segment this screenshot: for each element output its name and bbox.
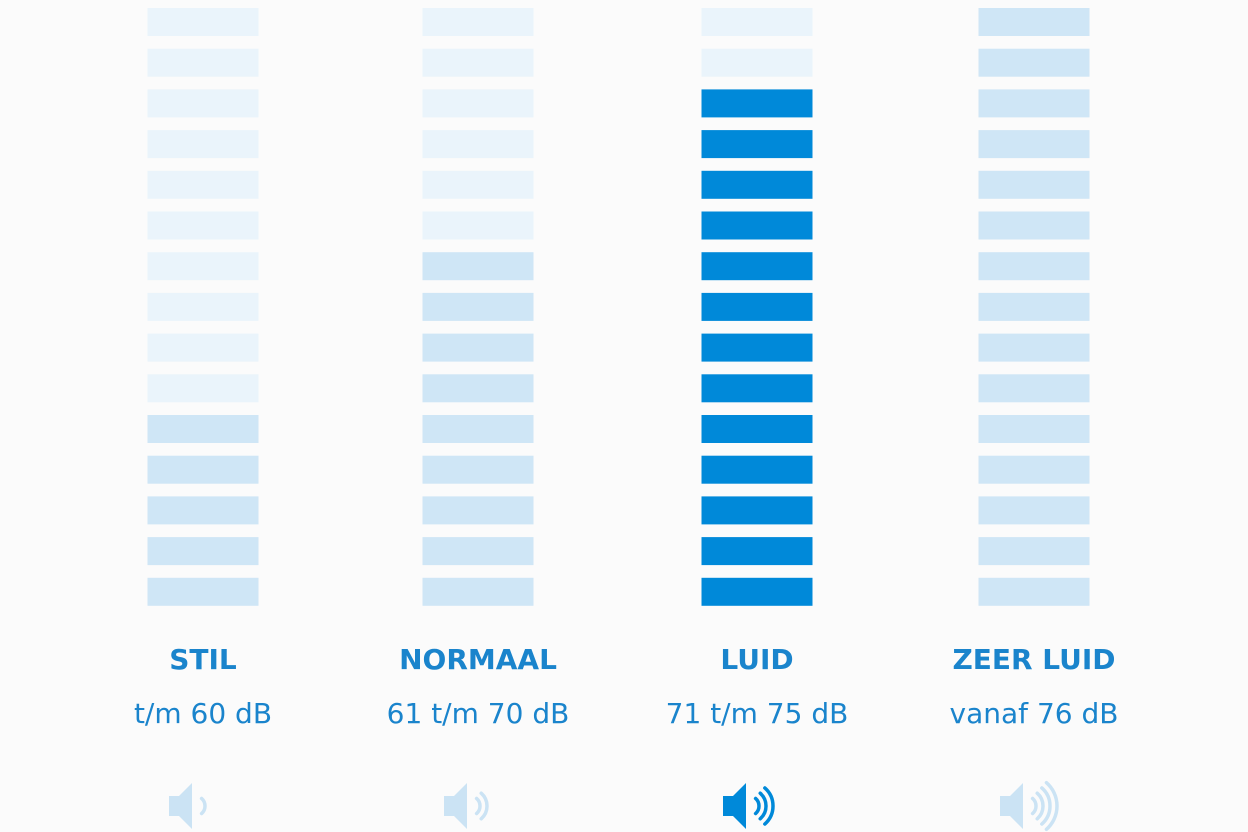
sound-wave — [753, 796, 761, 816]
level-segment — [147, 537, 259, 566]
level-segment — [978, 333, 1090, 362]
level-segment — [701, 537, 813, 566]
level-segment — [701, 577, 813, 606]
level-segment — [701, 252, 813, 281]
level-column: LUID 71 t/m 75 dB — [666, 8, 849, 829]
empty-segment — [147, 292, 259, 321]
sound-wave — [758, 791, 768, 821]
empty-segment — [422, 48, 534, 77]
level-segment — [422, 537, 534, 566]
level-segment — [701, 374, 813, 403]
level-title: ZEER LUID — [952, 643, 1115, 676]
level-segment — [978, 211, 1090, 240]
empty-segment — [147, 89, 259, 118]
sound-wave — [1035, 791, 1045, 821]
level-range: 61 t/m 70 dB — [387, 697, 570, 730]
level-segment — [422, 415, 534, 443]
level-segment — [978, 48, 1090, 77]
level-segment — [701, 455, 813, 484]
level-column: NORMAAL 61 t/m 70 dB — [387, 8, 570, 829]
empty-segment — [147, 130, 259, 159]
sound-wave — [1044, 780, 1059, 832]
level-column: ZEER LUID vanaf 76 dB — [950, 8, 1119, 832]
sound-wave — [763, 786, 775, 826]
level-segment — [978, 415, 1090, 443]
level-segment — [978, 8, 1090, 36]
speaker-icon — [169, 783, 192, 829]
sound-wave — [474, 796, 482, 816]
empty-segment — [147, 374, 259, 403]
level-segment — [978, 455, 1090, 484]
sound-wave — [199, 796, 207, 816]
level-title: NORMAAL — [399, 643, 557, 676]
sound-wave — [479, 791, 489, 821]
level-segment — [147, 455, 259, 484]
sound-wave — [1040, 786, 1052, 826]
level-range: 71 t/m 75 dB — [666, 697, 849, 730]
level-segment — [422, 333, 534, 362]
level-segment — [978, 537, 1090, 566]
level-title: LUID — [720, 643, 793, 676]
level-segment — [701, 130, 813, 159]
level-segment — [422, 455, 534, 484]
empty-segment — [147, 8, 259, 36]
empty-segment — [147, 170, 259, 199]
level-segment — [701, 89, 813, 118]
level-segment — [701, 415, 813, 443]
speaker-icon — [444, 783, 467, 829]
empty-segment — [701, 48, 813, 77]
empty-segment — [147, 48, 259, 77]
speaker-icon — [723, 783, 746, 829]
level-segment — [422, 292, 534, 321]
level-segment — [978, 577, 1090, 606]
level-segment — [422, 252, 534, 281]
level-segment — [147, 577, 259, 606]
level-segment — [422, 374, 534, 403]
level-segment — [422, 496, 534, 525]
empty-segment — [147, 252, 259, 281]
empty-segment — [422, 130, 534, 159]
level-segment — [978, 130, 1090, 159]
level-range: t/m 60 dB — [134, 697, 272, 730]
level-column: STIL t/m 60 dB — [134, 8, 272, 829]
level-segment — [701, 170, 813, 199]
empty-segment — [422, 170, 534, 199]
speaker-icon — [1000, 783, 1023, 829]
level-segment — [978, 374, 1090, 403]
level-segment — [978, 170, 1090, 199]
level-segment — [978, 89, 1090, 118]
level-range: vanaf 76 dB — [950, 697, 1119, 730]
empty-segment — [422, 89, 534, 118]
level-segment — [978, 252, 1090, 281]
level-segment — [147, 496, 259, 525]
level-segment — [147, 415, 259, 443]
empty-segment — [422, 211, 534, 240]
level-title: STIL — [169, 643, 237, 676]
level-segment — [978, 292, 1090, 321]
level-segment — [701, 496, 813, 525]
empty-segment — [147, 333, 259, 362]
empty-segment — [422, 8, 534, 36]
level-segment — [701, 211, 813, 240]
level-segment — [978, 496, 1090, 525]
level-segment — [701, 333, 813, 362]
empty-segment — [147, 211, 259, 240]
empty-segment — [701, 8, 813, 36]
sound-wave — [1030, 796, 1038, 816]
level-segment — [701, 292, 813, 321]
level-segment — [422, 577, 534, 606]
